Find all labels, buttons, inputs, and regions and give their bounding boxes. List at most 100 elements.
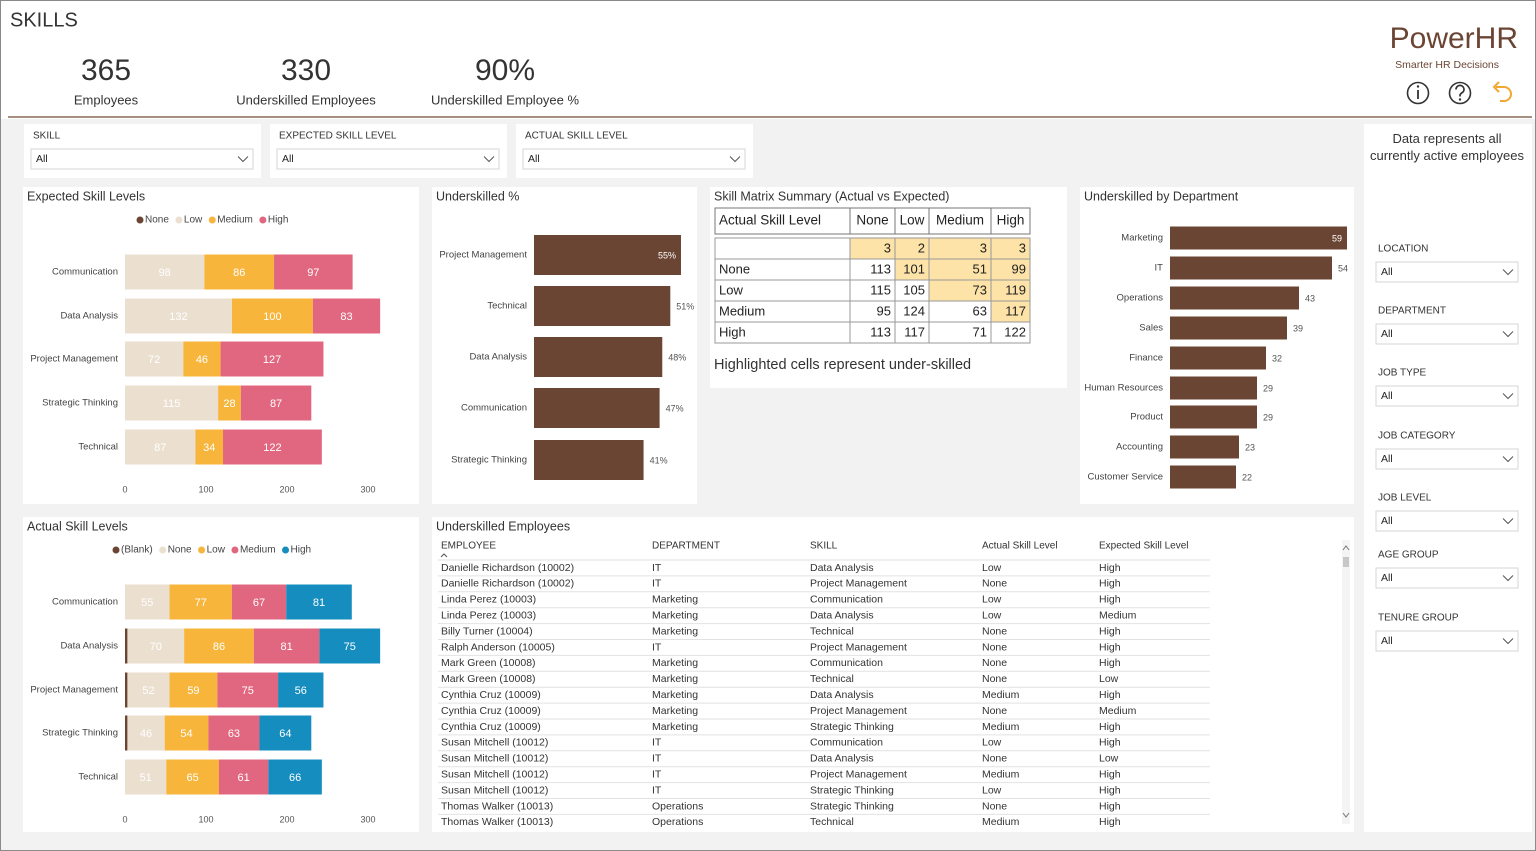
legend-marker bbox=[175, 216, 183, 224]
table-cell: Susan Mitchell (10012) bbox=[441, 768, 548, 780]
x-tick-label: 300 bbox=[360, 484, 375, 494]
dropdown-chevron bbox=[1502, 269, 1514, 276]
filter-label: AGE GROUP bbox=[1378, 550, 1439, 561]
data-label: 75 bbox=[344, 641, 356, 653]
table-header: Actual Skill Level bbox=[982, 541, 1058, 552]
table-cell: Communication bbox=[810, 594, 883, 606]
bar-segment bbox=[127, 715, 165, 751]
info-icon[interactable] bbox=[1406, 81, 1430, 105]
help-icon[interactable] bbox=[1448, 81, 1472, 105]
category-label: Strategic Thinking bbox=[451, 455, 527, 466]
matrix-value: 124 bbox=[903, 303, 925, 318]
bar-segment bbox=[278, 672, 324, 708]
filter-label: TENURE GROUP bbox=[1378, 613, 1459, 624]
table-cell: Low bbox=[982, 562, 1002, 574]
table-cell: High bbox=[1099, 737, 1121, 749]
table-cell: Operations bbox=[652, 816, 703, 828]
scroll-down[interactable] bbox=[1342, 812, 1350, 818]
table-cell: Data Analysis bbox=[810, 689, 874, 701]
table-cell: Low bbox=[982, 737, 1002, 749]
chart-title: Underskilled by Department bbox=[1084, 189, 1239, 203]
legend-marker bbox=[259, 216, 267, 224]
legend-label: High bbox=[268, 215, 289, 226]
category-label: Communication bbox=[52, 267, 118, 278]
data-label: 67 bbox=[253, 597, 265, 609]
data-label: 81 bbox=[313, 597, 325, 609]
matrix-label-cell bbox=[714, 237, 851, 260]
table-cell: Marketing bbox=[652, 673, 698, 685]
bar-segment bbox=[231, 298, 313, 334]
category-label: Marketing bbox=[1121, 233, 1163, 244]
bar bbox=[534, 388, 660, 428]
filter-label: JOB TYPE bbox=[1378, 368, 1426, 379]
matrix-cell bbox=[990, 321, 1031, 344]
scroll-up[interactable] bbox=[1342, 545, 1350, 551]
chart-title: Actual Skill Levels bbox=[27, 519, 128, 533]
dropdown-chevron bbox=[237, 156, 249, 163]
dropdown-value: All bbox=[1381, 266, 1393, 278]
filter-label: DEPARTMENT bbox=[1378, 306, 1446, 317]
legend-marker bbox=[231, 546, 239, 554]
matrix-value: 3 bbox=[980, 240, 987, 255]
table-title: Underskilled Employees bbox=[436, 519, 570, 533]
brand-tagline: Smarter HR Decisions bbox=[1395, 59, 1499, 71]
data-label: 55 bbox=[141, 597, 153, 609]
dropdown[interactable] bbox=[1375, 323, 1519, 345]
filter-label: JOB LEVEL bbox=[1378, 493, 1432, 504]
data-label: 98 bbox=[159, 267, 171, 279]
bar-segment bbox=[164, 715, 209, 751]
data-label: 63 bbox=[228, 728, 240, 740]
table-cell: Strategic Thinking bbox=[810, 800, 894, 812]
matrix-value: 2 bbox=[918, 240, 925, 255]
dropdown[interactable] bbox=[1375, 630, 1519, 652]
dropdown-chevron bbox=[729, 156, 741, 163]
bar bbox=[534, 235, 681, 275]
page-title: SKILLS bbox=[10, 9, 78, 31]
bar-segment bbox=[169, 672, 218, 708]
back-icon[interactable] bbox=[1492, 81, 1512, 102]
dropdown[interactable] bbox=[1375, 567, 1519, 589]
dropdown[interactable] bbox=[1375, 448, 1519, 470]
kpi-value: 365 bbox=[81, 54, 131, 87]
bar bbox=[534, 286, 671, 326]
table-cell: None bbox=[982, 578, 1007, 590]
table-header: DEPARTMENT bbox=[652, 541, 720, 552]
scrollbar-track[interactable] bbox=[1342, 540, 1350, 824]
table-cell: High bbox=[1099, 641, 1121, 653]
dropdown-value: All bbox=[282, 153, 294, 165]
table-cell: High bbox=[1099, 816, 1121, 828]
data-label: 43 bbox=[1305, 293, 1315, 303]
dropdown[interactable] bbox=[30, 148, 254, 170]
side-note-text: Data represents all currently active emp… bbox=[1370, 131, 1524, 163]
dropdown[interactable] bbox=[276, 148, 500, 170]
matrix-value: 73 bbox=[973, 282, 987, 297]
dropdown[interactable] bbox=[522, 148, 746, 170]
matrix-row-label: None bbox=[719, 261, 750, 276]
bar-segment bbox=[220, 341, 324, 377]
category-label: Technical bbox=[78, 442, 118, 453]
bar-segment bbox=[125, 672, 128, 708]
data-label: 41% bbox=[650, 455, 668, 465]
dropdown[interactable] bbox=[1375, 261, 1519, 283]
table-cell: Communication bbox=[810, 737, 883, 749]
legend-label: None bbox=[145, 215, 169, 226]
dropdown[interactable] bbox=[1375, 385, 1519, 407]
table-cell: Operations bbox=[652, 800, 703, 812]
dropdown-chevron bbox=[1502, 638, 1514, 645]
table-cell: Danielle Richardson (10002) bbox=[441, 578, 574, 590]
table-cell: Low bbox=[1099, 753, 1119, 765]
matrix-row-label: Medium bbox=[719, 303, 765, 318]
dropdown[interactable] bbox=[1375, 510, 1519, 532]
table-cell: Marketing bbox=[652, 657, 698, 669]
table-cell: High bbox=[1099, 768, 1121, 780]
scrollbar-thumb[interactable] bbox=[1343, 557, 1349, 567]
table-cell: High bbox=[1099, 784, 1121, 796]
legend-label: Low bbox=[207, 545, 226, 556]
table-header: Expected Skill Level bbox=[1099, 541, 1189, 552]
bar bbox=[1170, 256, 1332, 280]
x-tick-label: 100 bbox=[198, 484, 213, 494]
data-label: 72 bbox=[148, 354, 160, 366]
table-cell: None bbox=[982, 641, 1007, 653]
table-cell: Thomas Walker (10013) bbox=[441, 800, 553, 812]
